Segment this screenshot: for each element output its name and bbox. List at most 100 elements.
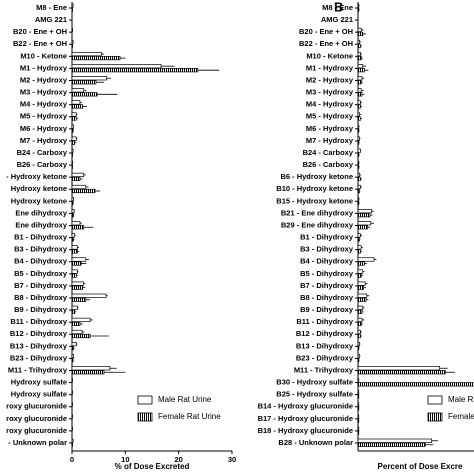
bar: [71, 329, 83, 335]
bar: [357, 305, 364, 310]
bar: [357, 136, 360, 141]
category-label: B8 - Dihydroxy: [300, 293, 354, 302]
category-label: B12 - Dihydroxy: [10, 329, 68, 338]
bar: [357, 92, 363, 97]
bar: [357, 7, 360, 12]
category-label: B9 - Dihydroxy: [300, 305, 354, 314]
bar: [71, 221, 81, 226]
bar: [71, 273, 77, 278]
bar: [357, 88, 362, 93]
category-label: M11 - Trihydroxy: [8, 365, 68, 374]
x-axis-label: % of Dose Excreted: [115, 462, 190, 471]
bar: [71, 281, 85, 286]
bar: [71, 39, 74, 45]
bar: [357, 442, 426, 447]
category-label: M2 - Hydroxy: [306, 75, 354, 84]
bar: [357, 297, 367, 302]
category-label: M7 - Hydroxy: [306, 136, 354, 145]
bar: [357, 273, 362, 278]
bar: [71, 293, 107, 298]
category-label: M10 - Ketone: [20, 51, 67, 60]
category-label: AMG 221: [35, 15, 67, 24]
bar: [71, 297, 87, 302]
bar: [357, 281, 366, 286]
category-label: B5 - Dihydroxy: [14, 269, 68, 278]
category-label: B14 - Hydroxy glucuronide: [258, 402, 353, 411]
category-label: B13 - Dihydroxy: [10, 341, 68, 350]
bar: [71, 51, 102, 57]
bar: [357, 333, 361, 339]
category-label: B26 - Carboxy: [17, 160, 68, 169]
category-label: Hydroxy ketone: [11, 184, 67, 193]
bar: [357, 430, 360, 435]
x-axis-label: Percent of Dose Excre: [378, 462, 463, 471]
bar: [357, 293, 368, 298]
legend-swatch: [137, 412, 153, 422]
bar: [71, 341, 77, 347]
bar: [71, 309, 76, 314]
category-label: B11 - Dihydroxy: [10, 317, 68, 326]
category-label: M1 - Hydroxy: [306, 63, 354, 72]
bar: [357, 128, 360, 133]
bar: [357, 418, 360, 423]
bar: [71, 269, 78, 274]
bar: [71, 188, 96, 194]
bar: [357, 51, 361, 57]
category-label: B18 - Hydroxy glucuronide: [258, 426, 353, 435]
category-label: M6 - Hydroxy: [306, 124, 354, 133]
bar: [71, 27, 73, 33]
bar: [357, 354, 360, 359]
bar: [71, 184, 87, 190]
category-label: B9 - Dihydroxy: [14, 305, 68, 314]
bar: [357, 221, 372, 226]
bar: [71, 321, 81, 327]
bar: [71, 88, 85, 93]
bar: [71, 438, 74, 443]
bar: [357, 402, 360, 407]
bar: [71, 414, 73, 419]
category-label: B3 - Dihydroxy: [14, 245, 68, 254]
category-label: M7 - Hydroxy: [20, 136, 68, 145]
bar: [357, 124, 360, 129]
bar: [357, 184, 361, 190]
category-label: B3 - Dihydroxy: [300, 245, 354, 254]
category-label: M11 - Trihydroxy: [294, 365, 354, 374]
bar: [357, 200, 360, 206]
bar: [357, 426, 360, 431]
bar: [357, 104, 361, 109]
category-label: B10 - Hydroxy ketone: [276, 184, 353, 193]
category-label: B17 - Hydroxy glucuronide: [258, 414, 353, 423]
bar: [357, 100, 361, 105]
bar: [357, 140, 360, 145]
bar: [71, 196, 74, 202]
bar: [357, 164, 360, 169]
category-label: Ene dihydroxy: [15, 220, 68, 229]
bar: [71, 233, 76, 238]
bar: [357, 55, 362, 61]
category-label: B1 - Dihydroxy: [14, 233, 68, 242]
bar: [71, 209, 75, 214]
bar: [357, 31, 364, 37]
bar: [357, 309, 363, 314]
category-label: roxy glucuronide: [6, 402, 67, 411]
bar: [357, 366, 440, 371]
bar: [71, 317, 91, 323]
category-label: B29 - Ene dihydroxy: [281, 220, 354, 229]
bar: [71, 305, 78, 310]
bar: [71, 366, 111, 371]
category-label: B11 - Dihydroxy: [296, 317, 354, 326]
category-label: B20 - Ene + OH: [299, 27, 353, 36]
bar: [71, 390, 73, 395]
bar: [357, 196, 360, 202]
bar: [357, 345, 360, 351]
bar: [357, 152, 360, 157]
bar: [357, 233, 361, 238]
bar: [71, 3, 74, 8]
category-label: M2 - Hydroxy: [20, 75, 68, 84]
bar: [357, 64, 364, 69]
bar: [71, 136, 77, 141]
bar: [357, 80, 362, 85]
bar: [357, 249, 361, 254]
bar: [357, 358, 360, 363]
